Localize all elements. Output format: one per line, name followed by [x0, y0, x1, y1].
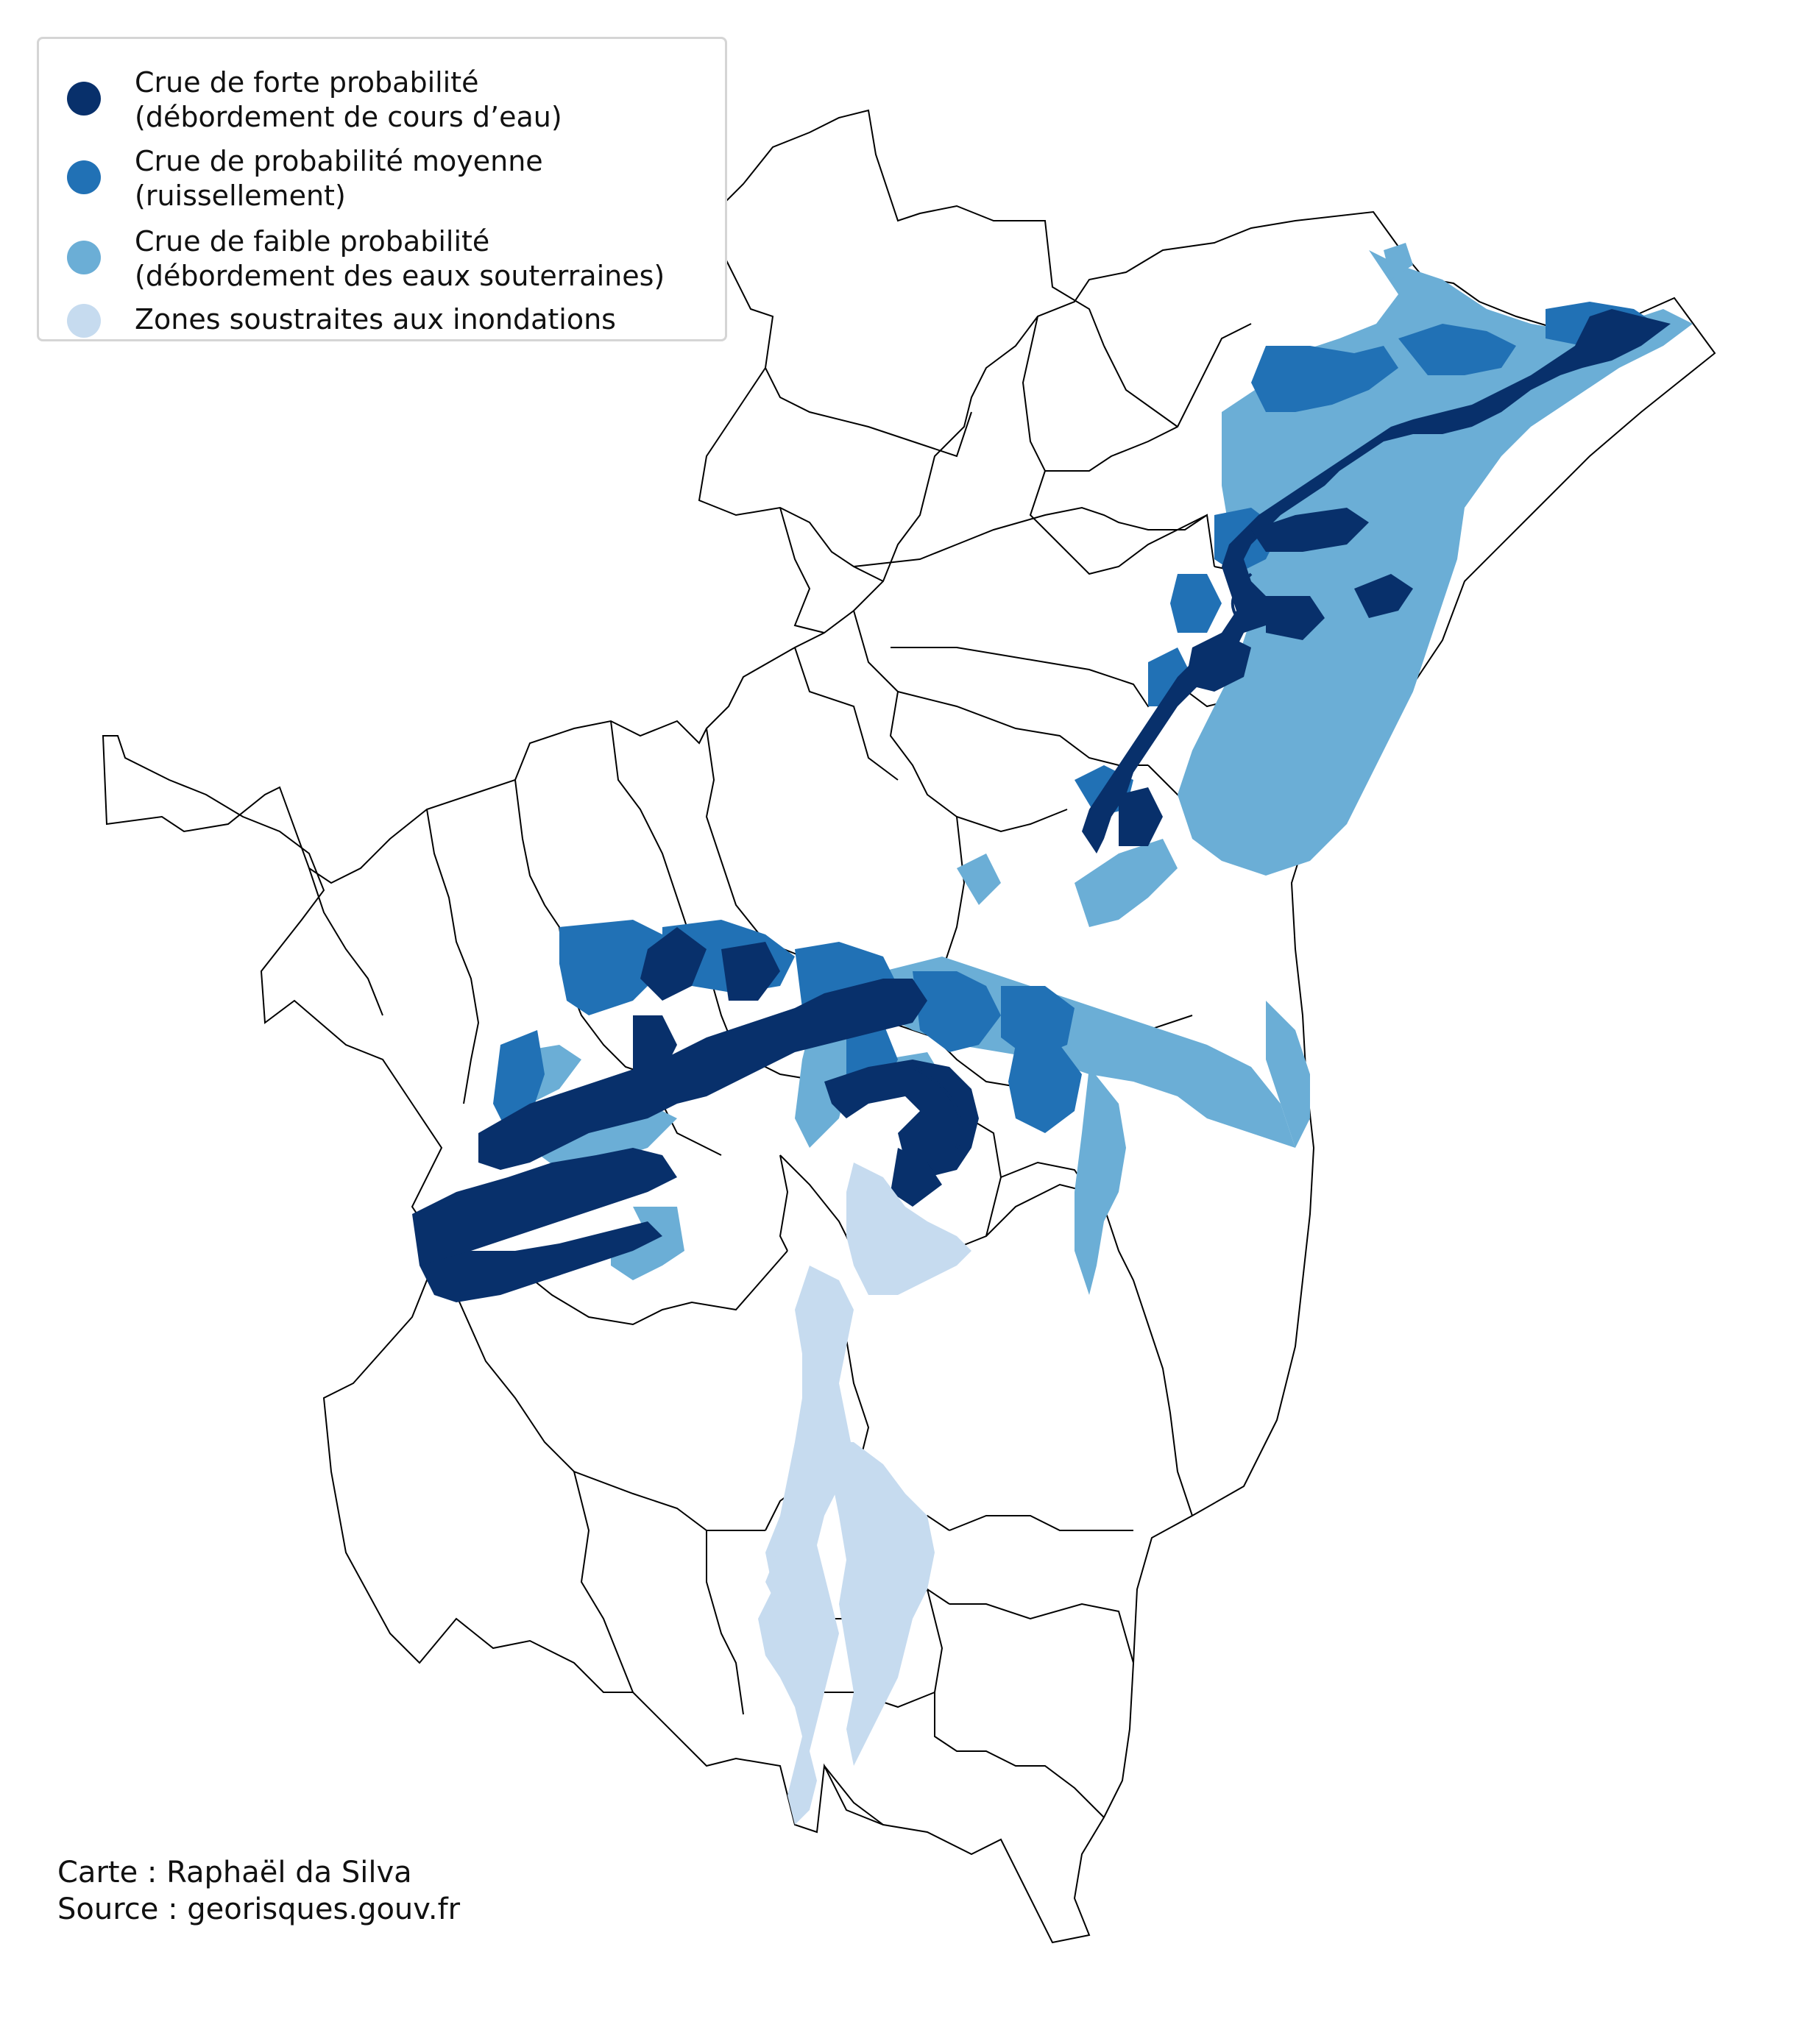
dot-icon [67, 82, 101, 116]
dot-icon [67, 304, 101, 338]
map-credits: Carte : Raphaël da Silva Source : georis… [57, 1854, 460, 1928]
credit-source: Source : georisques.gouv.fr [57, 1892, 461, 1926]
legend-label: Zones soustraites aux inondations [135, 303, 616, 336]
legend-item-low: Crue de faible probabilité (débordement … [39, 224, 723, 298]
legend-label: Crue de faible probabilité (débordement … [135, 225, 665, 292]
legend-item-protected: Zones soustraites aux inondations [39, 302, 723, 339]
legend-item-medium: Crue de probabilité moyenne (ruisselleme… [39, 144, 723, 218]
dot-icon [67, 160, 101, 194]
dot-icon [67, 241, 101, 274]
zone-high-probability [412, 309, 1671, 1302]
legend-label: Crue de probabilité moyenne (ruisselleme… [135, 145, 543, 212]
legend: Crue de forte probabilité (débordement d… [37, 37, 727, 341]
zone-protected [758, 1163, 971, 1825]
legend-label: Crue de forte probabilité (débordement d… [135, 66, 562, 133]
credit-author: Carte : Raphaël da Silva [57, 1856, 412, 1889]
legend-item-high: Crue de forte probabilité (débordement d… [39, 65, 723, 139]
river-lines [912, 572, 1253, 1149]
